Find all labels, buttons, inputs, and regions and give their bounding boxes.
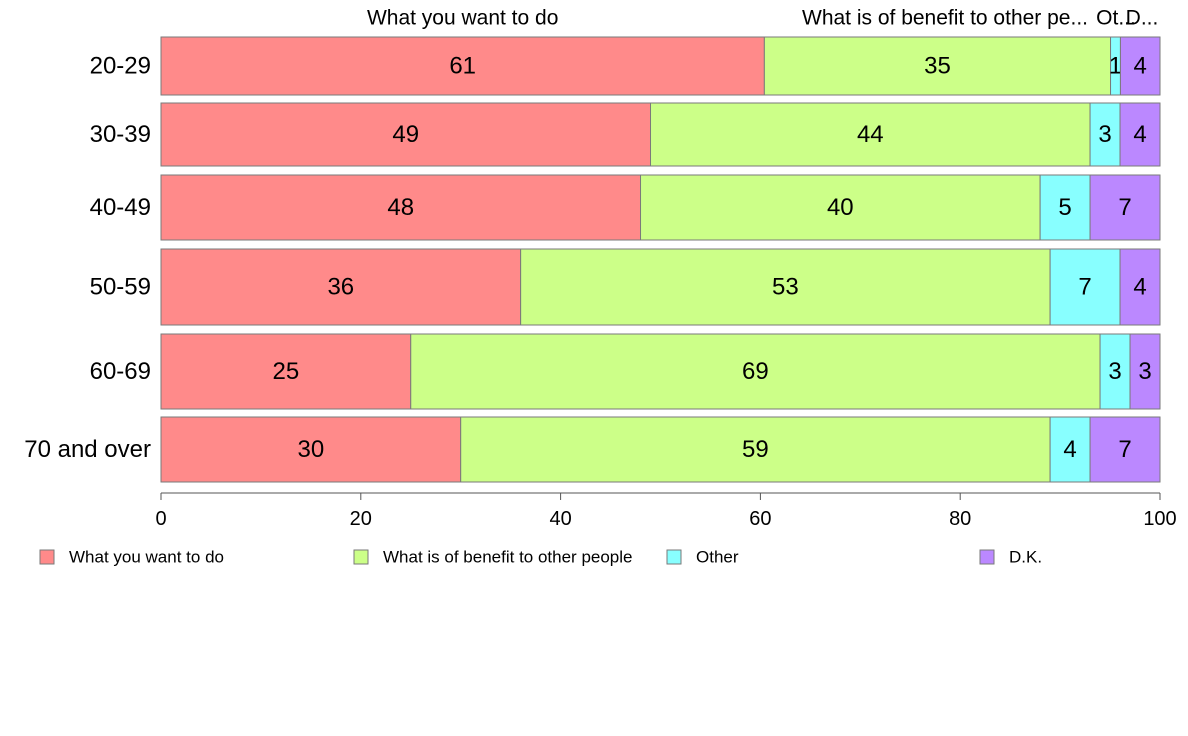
legend-label: Other (696, 548, 739, 567)
legend-label: What you want to do (69, 548, 224, 567)
bar-segment (1119, 36, 1161, 96)
data-label: 69 (742, 358, 769, 385)
data-label: 48 (387, 194, 414, 221)
top-series-label: What you want to do (367, 7, 558, 30)
x-tick-label: 100 (1143, 508, 1176, 530)
data-label: 4 (1134, 53, 1147, 80)
data-label: 1 (1109, 53, 1122, 80)
bar-segment (1119, 248, 1161, 326)
top-series-label: What is of benefit to other pe... (802, 7, 1088, 30)
bar-segment (1129, 333, 1161, 410)
data-label: 40 (827, 194, 854, 221)
legend: What you want to do What is of benefit to… (39, 548, 1042, 567)
category-label: 70 and over (24, 436, 151, 463)
category-label: 60-69 (90, 358, 151, 385)
data-label: 3 (1138, 358, 1151, 385)
legend-swatch (666, 549, 682, 565)
data-label: 36 (327, 274, 354, 301)
data-label: 3 (1108, 358, 1121, 385)
bars-group: 61 35 1 449 44 3 448 40 5 736 53 7 425 69 3 330 59 4 7 (160, 36, 1161, 483)
data-label: 5 (1058, 194, 1071, 221)
top-series-label: Ot... (1096, 7, 1136, 30)
bar-segment (160, 333, 412, 410)
data-label: 44 (857, 121, 884, 148)
category-label: 50-59 (90, 274, 151, 301)
bar-segment (1089, 174, 1161, 241)
data-label: 59 (742, 436, 769, 463)
category-label: 40-49 (90, 194, 151, 221)
bar-segment (460, 416, 1051, 483)
bar-segment (640, 174, 1041, 241)
x-tick-label: 20 (350, 508, 372, 530)
bar-segment (1049, 416, 1091, 483)
bar-segment (1049, 248, 1121, 326)
bar-segment (1089, 416, 1161, 483)
bar-segment (160, 174, 642, 241)
category-labels: 20-29 30-39 40-49 50-59 60-69 70 and over (24, 53, 151, 464)
top-series-labels: What you want to do What is of benefit to… (367, 7, 1158, 30)
x-tick-label: 60 (749, 508, 771, 530)
data-label: 4 (1133, 274, 1146, 301)
category-label: 30-39 (90, 121, 151, 148)
bar-segment (410, 333, 1101, 410)
x-axis: 0 20 40 60 80 100 (155, 492, 1177, 530)
bar-segment (160, 416, 462, 483)
data-label: 4 (1133, 121, 1146, 148)
bar-segment (160, 36, 765, 96)
data-label: 3 (1098, 121, 1111, 148)
bar-segment (1119, 102, 1161, 167)
data-label: 25 (273, 358, 300, 385)
x-tick-label: 80 (949, 508, 971, 530)
data-label: 7 (1118, 194, 1131, 221)
bar-segment (1099, 333, 1131, 410)
bar-segment (1089, 102, 1121, 167)
bar-segment (763, 36, 1112, 96)
legend-swatch (979, 549, 995, 565)
top-series-label: D... (1126, 7, 1159, 30)
legend-swatch (353, 549, 369, 565)
data-label: 4 (1063, 436, 1076, 463)
data-label: 30 (297, 436, 324, 463)
category-label: 20-29 (90, 53, 151, 80)
data-label: 49 (392, 121, 419, 148)
data-label: 61 (449, 53, 476, 80)
legend-label: What is of benefit to other people (383, 548, 633, 567)
data-label: 7 (1078, 274, 1091, 301)
bar-segment (160, 248, 522, 326)
bar-segment (160, 102, 652, 167)
legend-label: D.K. (1009, 548, 1042, 567)
data-label: 35 (924, 53, 951, 80)
bar-segment (520, 248, 1051, 326)
data-label: 53 (772, 274, 799, 301)
x-tick-label: 40 (549, 508, 571, 530)
legend-swatch (39, 549, 55, 565)
data-label: 7 (1118, 436, 1131, 463)
bar-segment (650, 102, 1091, 167)
x-tick-label: 0 (155, 508, 166, 530)
